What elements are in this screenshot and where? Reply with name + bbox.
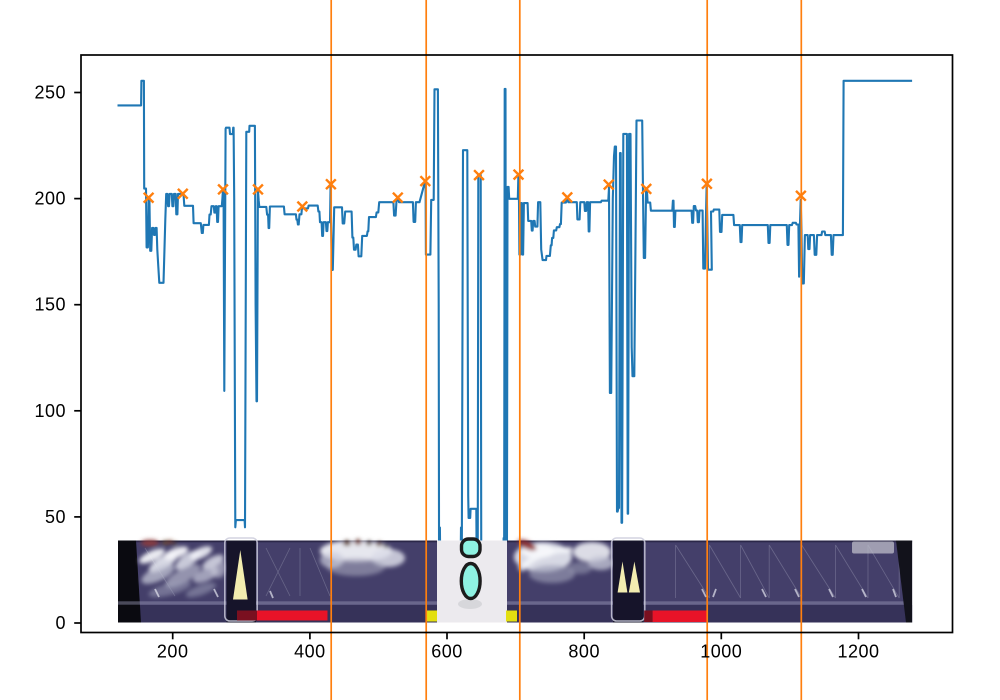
svg-text:600: 600	[431, 642, 463, 662]
svg-text:1200: 1200	[837, 642, 879, 662]
svg-text:400: 400	[294, 642, 326, 662]
svg-text:100: 100	[34, 401, 66, 421]
svg-text:1000: 1000	[700, 642, 742, 662]
svg-text:200: 200	[157, 642, 189, 662]
svg-text:250: 250	[34, 83, 66, 103]
svg-text:50: 50	[45, 507, 66, 527]
svg-text:150: 150	[34, 295, 66, 315]
svg-text:200: 200	[34, 189, 66, 209]
svg-text:0: 0	[55, 613, 66, 633]
svg-text:800: 800	[568, 642, 600, 662]
